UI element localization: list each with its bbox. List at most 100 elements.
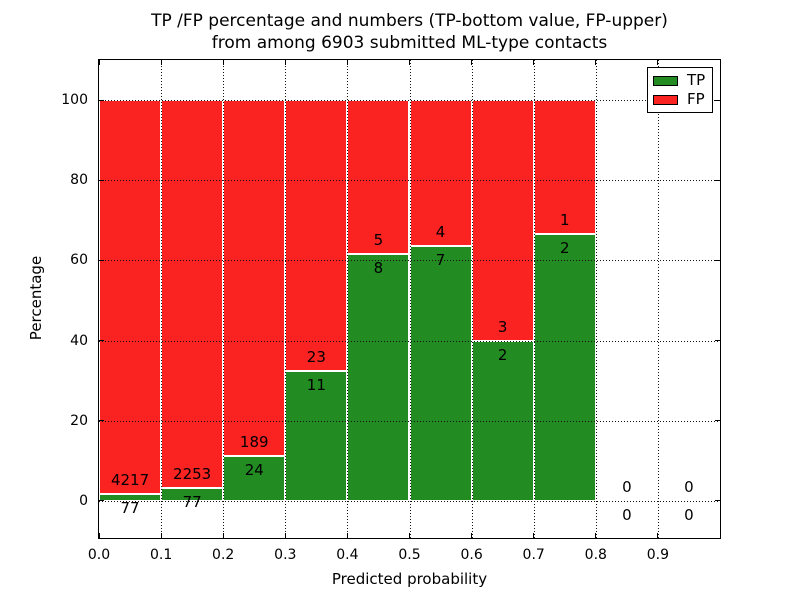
x-tick-mark — [657, 533, 659, 538]
y-tick-mark — [715, 99, 720, 101]
x-tick-label: 0.7 — [522, 547, 545, 563]
fp-count-label: 189 — [239, 432, 269, 451]
y-tick-label: 40 — [70, 332, 88, 349]
y-tick-mark — [715, 259, 720, 261]
fp-count-label: 2253 — [173, 464, 212, 483]
fp-count-label: 4217 — [110, 470, 150, 489]
tp-legend-swatch — [653, 75, 678, 86]
tp-count-label: 24 — [244, 460, 264, 479]
x-tick-label: 0.9 — [646, 547, 670, 563]
fp-count-label: 1 — [559, 210, 570, 229]
legend: TP FP — [647, 67, 713, 113]
y-tick-label: 20 — [70, 412, 88, 429]
plot-area: 4217 77 2253 77 189 24 23 11 5 8 4 7 3 2 1 2 0 0 0 0 — [98, 59, 721, 539]
y-axis-label: Percentage — [27, 255, 45, 341]
tp-count-label: 2 — [559, 238, 570, 257]
y-tick-label: 0 — [79, 492, 88, 509]
gridline-x — [223, 60, 225, 538]
x-tick-label: 0.2 — [212, 547, 235, 563]
x-tick-label: 0.8 — [584, 547, 607, 563]
chart-title-line2: from among 6903 submitted ML-type contac… — [211, 33, 608, 53]
x-tick-mark — [346, 533, 348, 538]
x-tick-mark — [657, 60, 659, 65]
tp-count-label: 2 — [497, 345, 508, 364]
gridline-x — [595, 60, 597, 538]
legend-item-label: FP — [687, 90, 705, 108]
x-tick-label: 0.3 — [274, 547, 297, 563]
tp-count-label: 11 — [306, 376, 326, 395]
y-tick-label: 80 — [70, 172, 88, 189]
x-axis-label: Predicted probability — [331, 570, 488, 588]
fp-count-label: 0 — [684, 477, 694, 496]
y-tick-mark — [99, 99, 104, 101]
fp-bar-segment — [409, 100, 472, 246]
x-tick-label: 0.6 — [460, 547, 483, 563]
x-tick-mark — [595, 60, 597, 65]
y-tick-mark — [99, 420, 104, 422]
gridline-x — [657, 60, 659, 538]
tp-bar-segment — [409, 245, 472, 501]
tick-layer — [98, 60, 720, 538]
x-tick-label: 0.4 — [336, 547, 359, 563]
tp-bar-segment — [533, 233, 596, 501]
y-tick-mark — [715, 420, 720, 422]
chart-title: TP /FP percentage and numbers (TP-bottom… — [99, 10, 720, 54]
y-tick-mark — [715, 500, 720, 502]
fp-bar-segment — [99, 100, 162, 494]
y-tick-mark — [715, 340, 720, 342]
tp-bar-segment — [347, 254, 410, 501]
fp-legend-swatch — [653, 94, 678, 105]
x-tick-mark — [346, 60, 348, 65]
fp-count-label: 0 — [622, 477, 632, 496]
legend-row: FP — [653, 92, 712, 107]
grid-layer — [99, 60, 720, 538]
fp-count-label: 3 — [497, 317, 508, 336]
x-tick-mark — [471, 60, 473, 65]
legend-item-label: TP — [687, 71, 706, 89]
x-tick-label: 0.1 — [149, 547, 173, 563]
y-tick-mark — [715, 179, 720, 181]
x-tick-mark — [160, 533, 162, 538]
tp-bar-segment — [471, 340, 534, 501]
gridline-x — [347, 60, 349, 538]
x-tick-mark — [160, 60, 162, 65]
bars-layer — [99, 60, 720, 538]
y-tick-label: 60 — [70, 252, 88, 269]
y-tick-mark — [99, 179, 104, 181]
x-tick-mark — [284, 60, 286, 65]
tp-count-label: 0 — [684, 505, 694, 524]
tp-count-label: 77 — [120, 498, 140, 517]
y-tick-mark — [99, 500, 104, 502]
x-tick-mark — [222, 533, 224, 538]
gridline-x — [471, 60, 473, 538]
tp-count-label: 0 — [622, 505, 632, 524]
gridline-x — [285, 60, 287, 538]
x-tick-mark — [98, 533, 100, 538]
annotations-layer: 4217 77 2253 77 189 24 23 11 5 8 4 7 3 2 1 2 0 0 0 0 — [99, 60, 720, 538]
x-tick-mark — [595, 533, 597, 538]
tp-count-label: 77 — [182, 492, 202, 511]
chart-title-line1: TP /FP percentage and numbers (TP-bottom… — [151, 11, 668, 31]
legend-row: TP — [653, 73, 712, 88]
gridline-x — [533, 60, 535, 538]
x-tick-mark — [98, 60, 100, 65]
x-tick-mark — [533, 533, 535, 538]
gridline-x — [409, 60, 411, 538]
fp-count-label: 5 — [373, 231, 384, 250]
y-tick-label: 100 — [61, 92, 88, 109]
fp-count-label: 23 — [306, 348, 326, 367]
tp-count-label: 7 — [435, 250, 446, 269]
tp-bar-segment — [99, 493, 162, 501]
fp-bar-segment — [533, 100, 596, 234]
x-tick-mark — [284, 533, 286, 538]
tp-count-label: 8 — [373, 259, 384, 278]
y-tick-mark — [99, 259, 104, 261]
y-tick-mark — [99, 340, 104, 342]
fp-count-label: 4 — [435, 222, 446, 241]
x-tick-label: 0.5 — [398, 547, 421, 563]
gridline-x — [161, 60, 163, 538]
x-tick-mark — [409, 60, 410, 65]
x-tick-mark — [533, 60, 535, 65]
x-tick-label: 0.0 — [87, 547, 111, 563]
x-tick-mark — [409, 533, 410, 538]
